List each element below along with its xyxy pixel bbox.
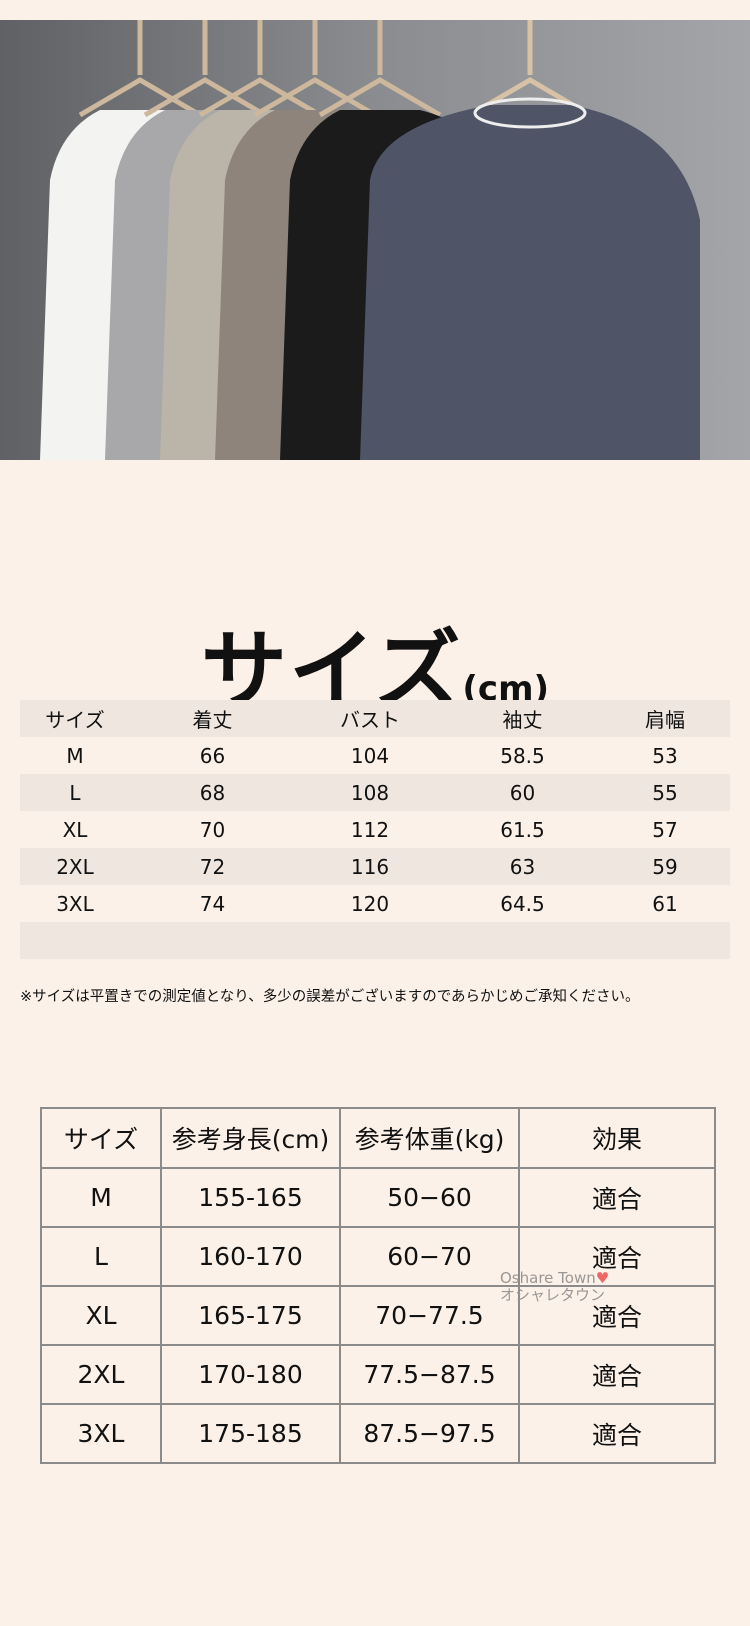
header-cell: バスト [340, 708, 400, 732]
table-row: 2XL 170-180 77.5−87.5 適合 [40, 1344, 716, 1405]
header-cell: 参考身長(cm) [160, 1107, 341, 1169]
table-cell: 68 [199, 780, 226, 805]
table-cell: 63 [509, 854, 536, 879]
table-cell: 170-180 [160, 1344, 341, 1405]
hanger [143, 20, 267, 118]
header-cell: 着丈 [192, 708, 233, 732]
table-cell: M [40, 1167, 162, 1228]
header-cell: サイズ [45, 708, 105, 732]
table-cell: 70 [199, 817, 226, 842]
table-cell: 57 [652, 817, 678, 842]
table-cell: 112 [350, 817, 390, 842]
table-row: XL 70 112 61.5 57 [20, 811, 730, 848]
table-cell: 適合 [518, 1167, 716, 1228]
header-cell: 効果 [518, 1107, 716, 1169]
table-cell: XL [40, 1285, 162, 1346]
table-row: M 155-165 50−60 適合 [40, 1167, 716, 1228]
hanger [78, 20, 202, 118]
table-cell: XL [62, 817, 88, 842]
table-cell: 160-170 [160, 1226, 341, 1287]
fit-chart-header: サイズ 参考身長(cm) 参考体重(kg) 効果 [40, 1107, 716, 1169]
table-cell: M [66, 743, 84, 768]
size-chart-header: サイズ 着丈 バスト 袖丈 肩幅 [20, 700, 730, 737]
table-cell: 53 [652, 743, 678, 768]
table-row: M 66 104 58.5 53 [20, 737, 730, 774]
table-cell: 60−70 [339, 1226, 520, 1287]
table-cell: 61 [652, 891, 678, 916]
header-cell: サイズ [40, 1107, 162, 1169]
table-cell: 66 [199, 743, 226, 768]
table-cell: 165-175 [160, 1285, 341, 1346]
hanger [253, 20, 377, 118]
table-row: 3XL 74 120 64.5 61 [20, 885, 730, 922]
table-cell: 104 [350, 743, 390, 768]
hanger [318, 20, 442, 118]
watermark-line2: オシャレタウン [500, 1286, 606, 1304]
fit-chart-table: サイズ 参考身長(cm) 参考体重(kg) 効果 M 155-165 50−60 適合… [40, 1107, 716, 1464]
header-cell: 肩幅 [645, 708, 685, 732]
header-cell: 袖丈 [502, 708, 543, 732]
empty-row [20, 922, 730, 959]
table-cell: 61.5 [500, 817, 545, 842]
table-cell: 175-185 [160, 1403, 341, 1464]
table-cell: 120 [350, 891, 390, 916]
table-cell: 58.5 [500, 743, 545, 768]
table-cell: 64.5 [500, 891, 545, 916]
table-cell: L [40, 1226, 162, 1287]
table-cell: 適合 [518, 1226, 716, 1287]
table-cell: 50−60 [339, 1167, 520, 1228]
table-cell: 適合 [518, 1285, 716, 1346]
table-row: 3XL 175-185 87.5−97.5 適合 [40, 1403, 716, 1464]
watermark-line1: Oshare Town [500, 1269, 596, 1287]
table-row: L 68 108 60 55 [20, 774, 730, 811]
header-cell: 参考体重(kg) [339, 1107, 520, 1169]
table-cell: 87.5−97.5 [339, 1403, 520, 1464]
table-cell: 適合 [518, 1344, 716, 1405]
table-row: XL 165-175 70−77.5 適合 [40, 1285, 716, 1346]
table-cell: 2XL [56, 854, 94, 879]
table-cell: 3XL [56, 891, 94, 916]
table-cell: 59 [652, 854, 678, 879]
table-cell: 2XL [40, 1344, 162, 1405]
heart-icon: ♥ [595, 1269, 610, 1287]
table-row: L 160-170 60−70 適合 [40, 1226, 716, 1287]
product-photo [0, 20, 750, 460]
shirt [360, 105, 700, 460]
table-cell: L [69, 780, 81, 805]
table-cell: 74 [199, 891, 226, 916]
table-cell: 70−77.5 [339, 1285, 520, 1346]
shirt-collar [473, 97, 587, 129]
table-cell: 72 [199, 854, 226, 879]
table-cell: 116 [350, 854, 390, 879]
table-cell: 108 [350, 780, 390, 805]
table-cell: 60 [509, 780, 536, 805]
table-cell: 3XL [40, 1403, 162, 1464]
watermark: Oshare Town♥ オシャレタウン [500, 1270, 609, 1304]
table-cell: 適合 [518, 1403, 716, 1464]
table-cell: 55 [652, 780, 678, 805]
table-cell: 77.5−87.5 [339, 1344, 520, 1405]
table-row: 2XL 72 116 63 59 [20, 848, 730, 885]
size-chart-table: サイズ 着丈 バスト 袖丈 肩幅 M 66 104 58.5 53 L 68 108 60 55 X… [20, 700, 730, 959]
table-cell: 155-165 [160, 1167, 341, 1228]
hanger [198, 20, 322, 118]
measurement-note: ※サイズは平置きでの測定値となり、多少の誤差がございますのであらかじめご承知くだ… [20, 989, 640, 1005]
